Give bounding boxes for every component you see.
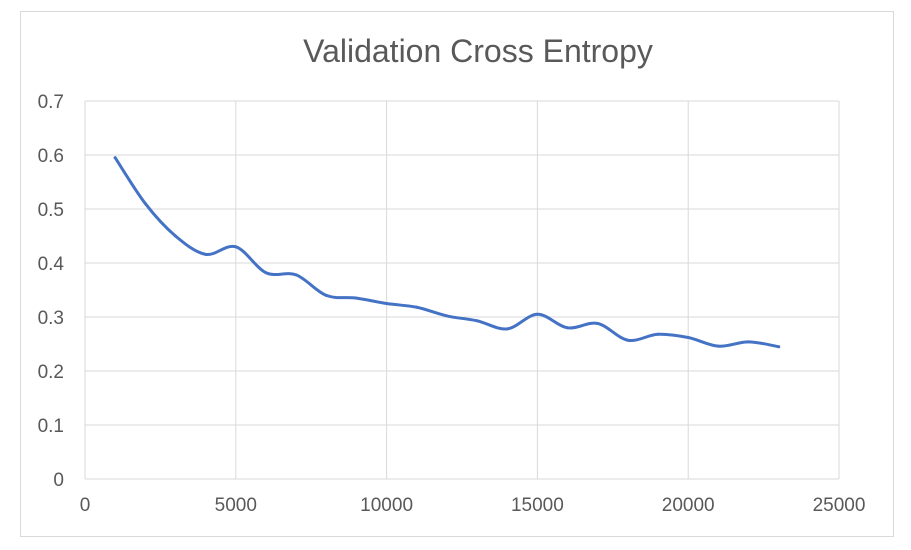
- data-point: [204, 252, 208, 256]
- data-point: [747, 340, 751, 344]
- data-point: [716, 344, 720, 348]
- data-point: [143, 202, 147, 206]
- y-tick-label: 0: [53, 470, 64, 491]
- y-tick-label: 0.1: [38, 416, 64, 437]
- y-tick-label: 0.2: [38, 362, 64, 383]
- series-group: [113, 156, 781, 349]
- y-tick-label: 0.3: [38, 308, 64, 329]
- gridlines: [84, 100, 840, 480]
- data-point: [324, 293, 328, 297]
- data-point: [626, 338, 630, 342]
- data-point: [475, 319, 479, 323]
- data-point: [354, 296, 358, 300]
- x-tick-label: 0: [80, 495, 91, 516]
- y-tick-label: 0.5: [38, 200, 64, 221]
- data-point: [113, 156, 117, 160]
- series-line: [113, 156, 781, 349]
- data-point: [656, 332, 660, 336]
- x-tick-label: 10000: [360, 495, 413, 516]
- data-point: [777, 345, 781, 349]
- data-point: [686, 336, 690, 340]
- y-tick-label: 0.4: [38, 254, 65, 275]
- x-tick-label: 20000: [662, 495, 715, 516]
- data-point: [445, 314, 449, 318]
- x-tick-label: 25000: [813, 495, 866, 516]
- data-point: [535, 312, 539, 316]
- data-point: [385, 302, 389, 305]
- data-point: [566, 326, 570, 330]
- x-axis-tick-labels: 0 5000 10000 15000 20000 25000: [80, 495, 866, 516]
- y-tick-label: 0.7: [38, 92, 64, 113]
- data-point: [173, 234, 177, 238]
- y-tick-label: 0.6: [38, 146, 64, 167]
- chart-title: Validation Cross Entropy: [303, 33, 653, 69]
- x-tick-label: 5000: [215, 495, 257, 516]
- data-point: [264, 271, 268, 275]
- data-point: [294, 273, 298, 277]
- data-point: [505, 327, 509, 331]
- chart-frame: [20, 11, 894, 537]
- data-point: [596, 321, 600, 325]
- y-axis-tick-labels: 0 0.1 0.2 0.3 0.4 0.5 0.6 0.7: [38, 92, 65, 491]
- x-tick-label: 15000: [511, 495, 564, 516]
- data-point: [415, 305, 419, 309]
- data-point: [234, 245, 238, 249]
